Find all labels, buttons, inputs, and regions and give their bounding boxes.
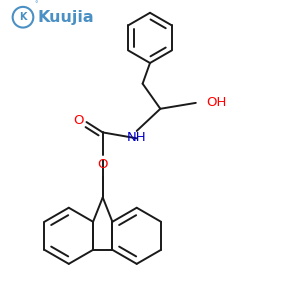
Text: OH: OH [206,96,226,110]
Text: NH: NH [127,131,146,144]
Text: Kuujia: Kuujia [38,10,94,25]
Text: O: O [73,114,84,127]
Text: O: O [98,158,108,170]
Text: K: K [19,12,27,22]
Text: °: ° [34,2,38,8]
